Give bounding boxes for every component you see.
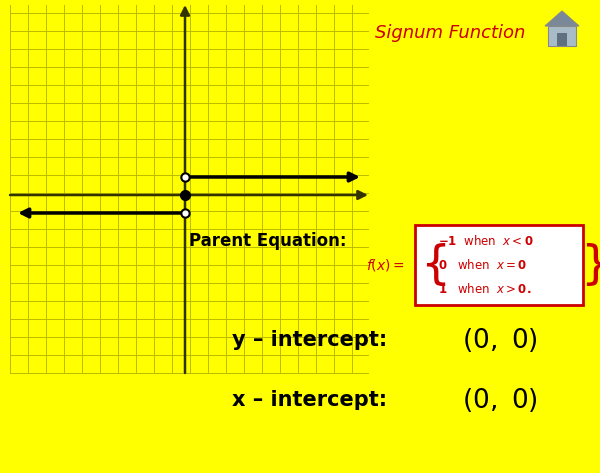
Text: $\mathbf{1}$   when  $x > \mathbf{0.}$: $\mathbf{1}$ when $x > \mathbf{0.}$ (438, 282, 532, 296)
Text: $\mathbf{0}$   when  $x = \mathbf{0}$: $\mathbf{0}$ when $x = \mathbf{0}$ (438, 258, 527, 272)
Text: Signum Function: Signum Function (375, 24, 525, 42)
Text: $f(x) =$: $f(x) =$ (366, 257, 405, 273)
Text: $(0,\ 0)$: $(0,\ 0)$ (462, 326, 538, 354)
Text: y – intercept:: y – intercept: (232, 330, 388, 350)
FancyBboxPatch shape (415, 225, 583, 305)
Text: $\mathbf{-1}$  when  $x < \mathbf{0}$: $\mathbf{-1}$ when $x < \mathbf{0}$ (438, 234, 533, 248)
Bar (557, 33, 567, 46)
Text: Parent Equation:: Parent Equation: (189, 232, 347, 250)
Text: $(0,\ 0)$: $(0,\ 0)$ (462, 386, 538, 414)
Polygon shape (545, 11, 579, 26)
Text: $\}$: $\}$ (580, 242, 600, 289)
Text: $\{$: $\{$ (420, 242, 446, 289)
Bar (548, 26, 576, 46)
Text: x – intercept:: x – intercept: (232, 390, 388, 410)
